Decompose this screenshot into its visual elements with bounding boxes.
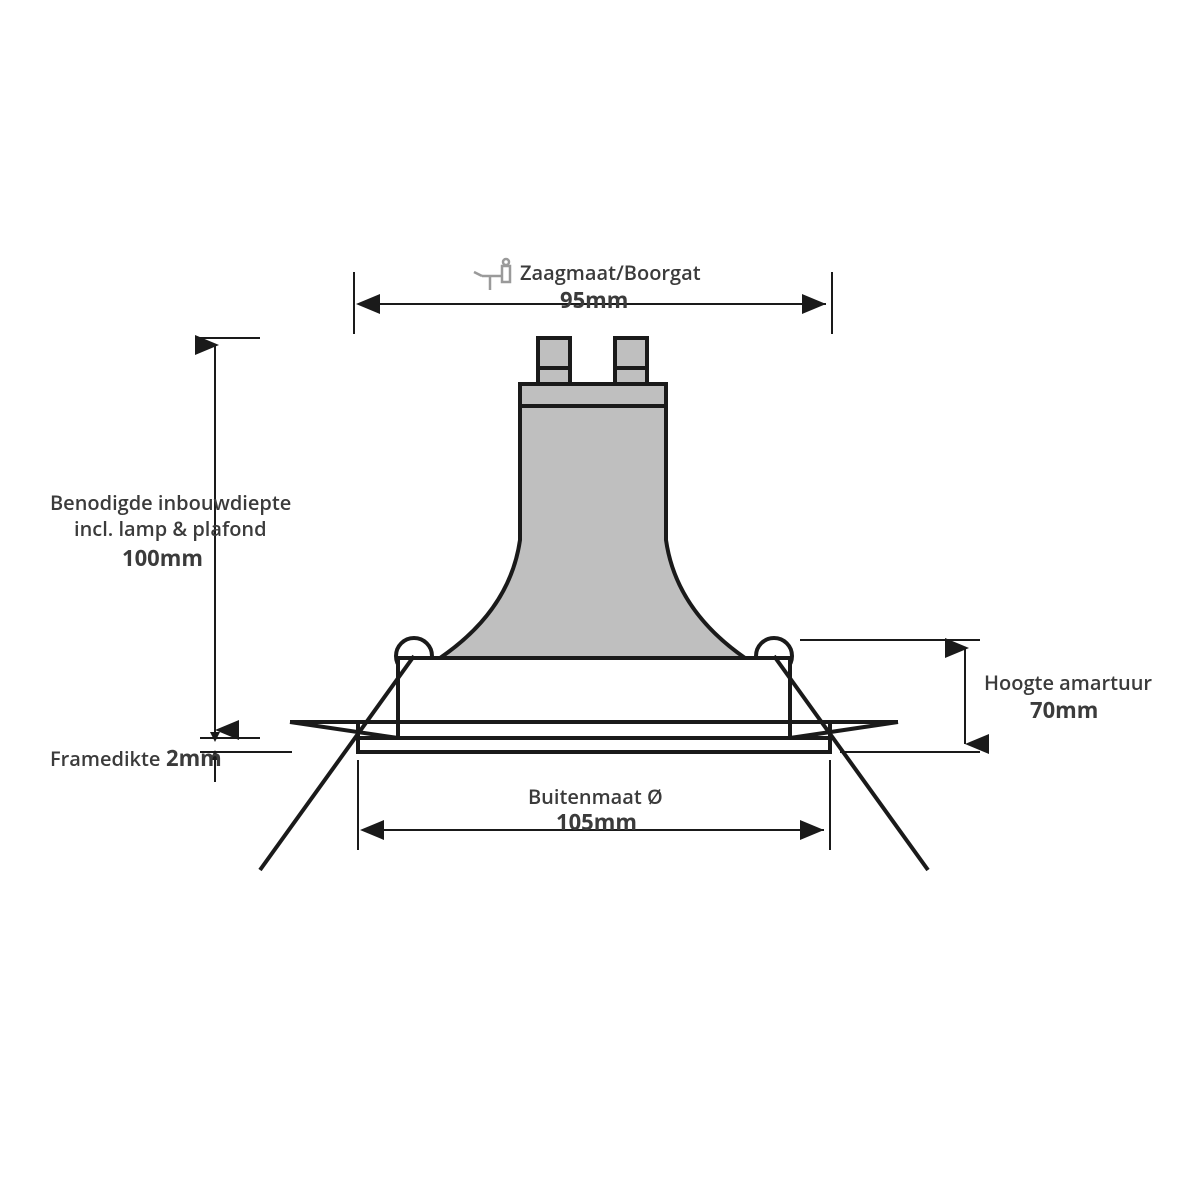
outer-size-label: Buitenmaat Ø [528, 783, 663, 810]
bulb-pins [538, 338, 647, 386]
bulb-body [440, 406, 745, 658]
cut-hole-label: Zaagmaat/Boorgat [520, 259, 701, 286]
spring-left [260, 656, 414, 870]
outer-size-value: 105mm [556, 807, 637, 837]
install-depth-label-2: incl. lamp & plafond [74, 515, 267, 542]
dim-install-depth: Benodigde inbouwdiepte incl. lamp & plaf… [50, 338, 291, 738]
dim-frame-thickness: Framedikte 2mm [50, 708, 292, 782]
frame-thickness-value: 2mm [166, 743, 222, 773]
technical-drawing: Zaagmaat/Boorgat 95mm Benodigde inbouwdi… [0, 0, 1200, 1200]
dim-fixture-height: Hoogte amartuur 70mm [800, 640, 1152, 752]
frame-thickness-label: Framedikte [50, 745, 160, 772]
fixture-height-label: Hoogte amartuur [984, 669, 1152, 696]
fixture-height-value: 70mm [1030, 695, 1098, 725]
dim-cut-hole: Zaagmaat/Boorgat 95mm [354, 259, 832, 334]
fixture-housing [398, 658, 790, 722]
frame-flange-left [290, 722, 398, 738]
install-depth-label-1: Benodigde inbouwdiepte [50, 489, 291, 516]
drill-icon [474, 259, 510, 290]
dim-outer-size: Buitenmaat Ø 105mm [358, 760, 830, 850]
frame-flange-right [790, 722, 898, 738]
frame-bottom [358, 738, 830, 752]
install-depth-value: 100mm [122, 543, 203, 573]
cut-hole-value: 95mm [560, 285, 628, 315]
spring-right [774, 656, 928, 870]
